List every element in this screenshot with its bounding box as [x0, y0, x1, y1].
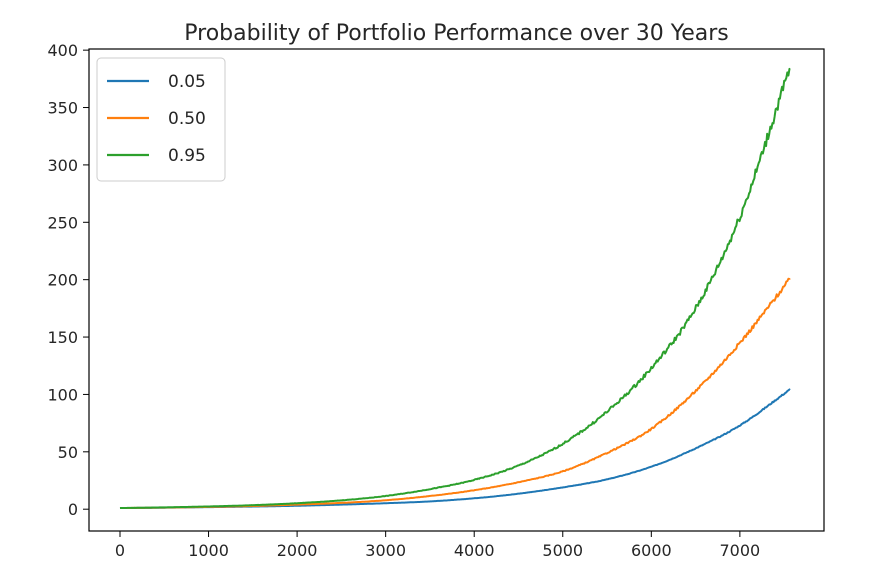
y-tick-label: 400 — [47, 41, 78, 60]
legend: 0.05 0.50 0.95 — [96, 57, 226, 182]
x-axis: 0 1000 2000 3000 4000 5000 6000 7000 — [115, 531, 760, 560]
y-tick-label: 200 — [47, 271, 78, 290]
x-tick-label: 3000 — [365, 541, 406, 560]
chart-title: Probability of Portfolio Performance ove… — [184, 21, 728, 46]
series-line-1 — [119, 277, 791, 510]
x-tick-label: 4000 — [454, 541, 495, 560]
y-tick-label: 300 — [47, 156, 78, 175]
legend-box — [96, 57, 226, 182]
y-tick-label: 150 — [47, 328, 78, 347]
y-tick-label: 100 — [47, 385, 78, 404]
x-tick-label: 6000 — [631, 541, 672, 560]
y-tick-label: 0 — [68, 500, 78, 519]
x-tick-label: 2000 — [277, 541, 318, 560]
plot-frame — [88, 48, 825, 532]
x-tick-label: 1000 — [188, 541, 229, 560]
y-tick-label: 350 — [47, 99, 78, 118]
y-tick-label: 250 — [47, 213, 78, 232]
series-line-2 — [119, 67, 791, 510]
y-tick-label: 50 — [58, 443, 78, 462]
legend-label: 0.50 — [168, 109, 206, 129]
legend-label: 0.95 — [168, 146, 206, 166]
x-tick-label: 5000 — [542, 541, 583, 560]
series-line-0 — [119, 388, 791, 510]
x-tick-label: 7000 — [720, 541, 761, 560]
legend-label: 0.05 — [168, 72, 206, 92]
y-axis: 0 50 100 150 200 250 300 350 400 — [47, 41, 89, 519]
x-tick-label: 0 — [115, 541, 125, 560]
lines-layer — [119, 67, 791, 510]
